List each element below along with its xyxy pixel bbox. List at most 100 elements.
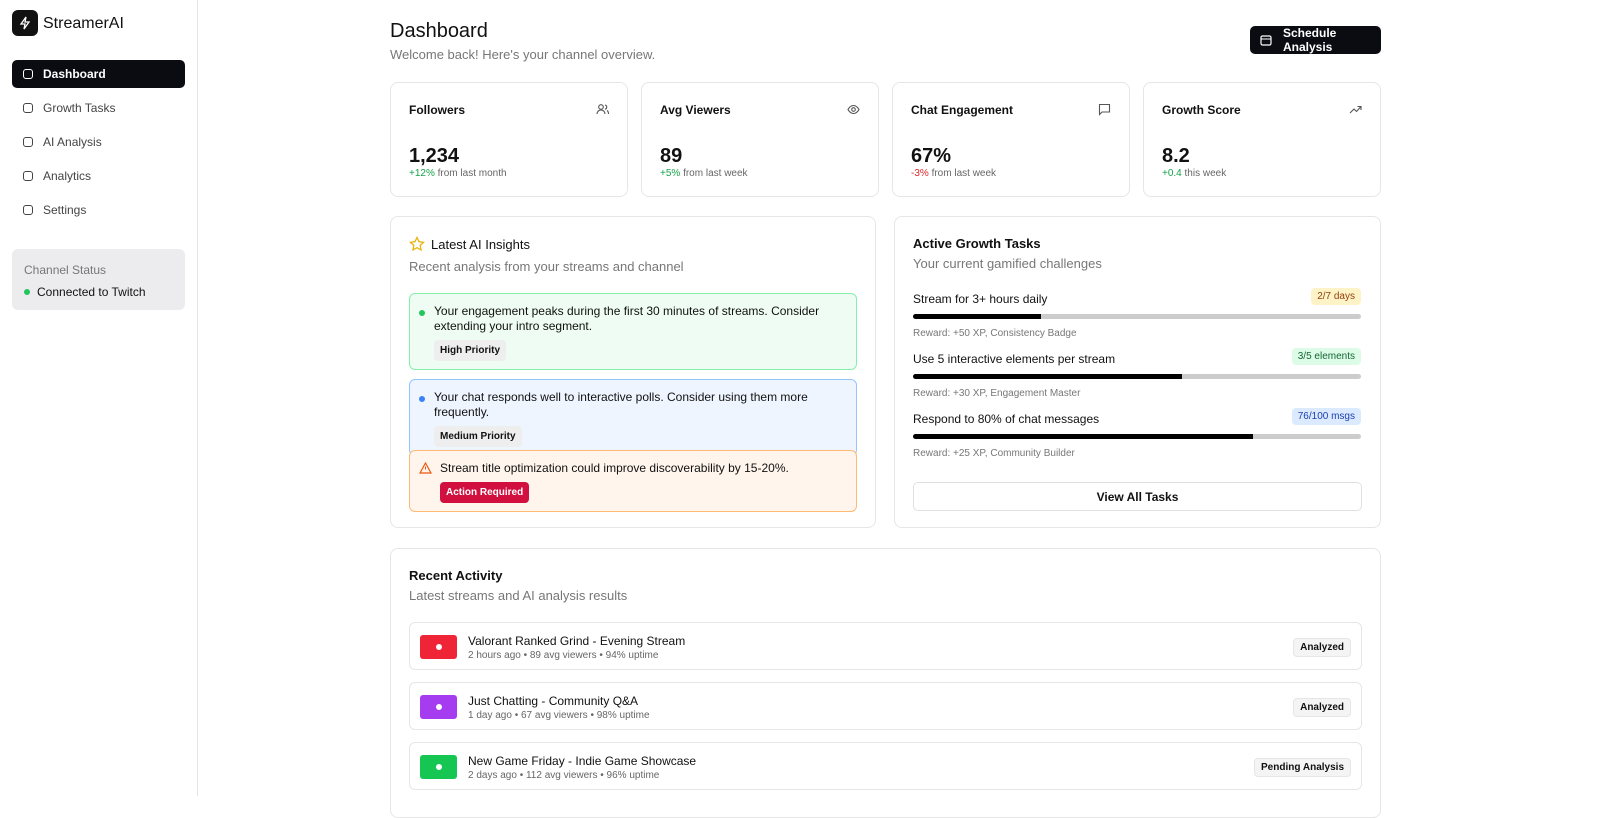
activity-name: New Game Friday - Indie Game Showcase (468, 754, 697, 768)
button-label: Schedule Analysis (1283, 26, 1337, 54)
thumbnail (420, 695, 457, 719)
stat-icon (1098, 103, 1111, 116)
schedule-button[interactable]: Schedule Analysis (1250, 26, 1381, 54)
activity-status: Analyzed (1293, 698, 1351, 717)
insight-dot (419, 310, 425, 316)
nav-item[interactable]: AI Analysis (12, 128, 185, 156)
stat-value: 8.2 (1162, 145, 1190, 167)
stat-icon (1349, 105, 1362, 114)
activity-card: Recent Activity Latest streams and AI an… (390, 548, 1381, 818)
stat-card: Growth Score 8.2 +0.4 this week (1143, 82, 1381, 197)
nav-item[interactable]: Settings (12, 196, 185, 224)
activity-item[interactable]: New Game Friday - Indie Game Showcase 2 d… (409, 742, 1362, 790)
insight-text: Your engagement peaks during the first 3… (434, 304, 820, 333)
stat-label: Growth Score (1162, 103, 1241, 117)
status-title: Channel Status (24, 263, 107, 277)
stat-change: +12% from last month (409, 168, 507, 179)
nav-label: Growth Tasks (43, 101, 116, 115)
sidebar: StreamerAI Channel Status Connected to T… (0, 0, 198, 796)
task-name: Use 5 interactive elements per stream (913, 352, 1116, 366)
nav-label: Dashboard (43, 67, 106, 81)
task-reward: Reward: +30 XP, Engagement Master (913, 388, 1081, 399)
nav-item[interactable]: Dashboard (12, 60, 185, 88)
page-title: Dashboard (390, 20, 488, 42)
status-text: Connected to Twitch (37, 285, 146, 299)
page-subtitle: Welcome back! Here's your channel overvi… (390, 47, 656, 62)
insight: Stream title optimization could improve … (409, 450, 857, 512)
page: StreamerAI Channel Status Connected to T… (0, 0, 1381, 818)
tasks-subtitle: Your current gamified challenges (913, 256, 1102, 271)
activity-name: Just Chatting - Community Q&A (468, 694, 639, 708)
task-reward: Reward: +50 XP, Consistency Badge (913, 328, 1077, 339)
activity-item[interactable]: Just Chatting - Community Q&A 1 day ago •… (409, 682, 1362, 730)
stat-label: Followers (409, 103, 466, 117)
progress-bar (913, 314, 1361, 319)
insight-badge: Action Required (440, 482, 530, 503)
insight-dot (419, 396, 425, 402)
brand: StreamerAI (43, 15, 124, 32)
activity-meta: 2 days ago • 112 avg viewers • 96% uptim… (468, 770, 660, 781)
nav-label: Settings (43, 203, 87, 217)
nav-label: AI Analysis (43, 135, 102, 149)
nav-item[interactable]: Analytics (12, 162, 185, 190)
progress-bar (913, 434, 1361, 439)
progress-fill (913, 314, 1041, 319)
stat-card: Chat Engagement 67% -3% from last week (892, 82, 1130, 197)
task-reward: Reward: +25 XP, Community Builder (913, 448, 1075, 459)
insight: Your engagement peaks during the first 3… (409, 293, 857, 370)
task: Use 5 interactive elements per stream 3/5… (913, 348, 1361, 399)
insights-title: Latest AI Insights (431, 237, 531, 252)
task-badge: 3/5 elements (1291, 348, 1361, 365)
stat-icon (847, 104, 860, 115)
tasks-title: Active Growth Tasks (913, 236, 1041, 251)
task-name: Respond to 80% of chat messages (913, 412, 1100, 426)
activity-meta: 2 hours ago • 89 avg viewers • 94% uptim… (468, 650, 659, 661)
tasks-card: Active Growth Tasks Your current gamifie… (894, 216, 1381, 528)
nav-icon (23, 103, 33, 113)
insight-badge: High Priority (434, 340, 507, 361)
nav-label: Analytics (43, 169, 92, 183)
task-name: Stream for 3+ hours daily (913, 292, 1048, 306)
stat-change: -3% from last week (911, 168, 996, 179)
stat-icon (596, 104, 609, 115)
insight-text: Stream title optimization could improve … (440, 461, 789, 475)
change-period: this week (1184, 168, 1227, 179)
stat-card: Avg Viewers 89 +5% from last week (641, 82, 879, 197)
change-value: -3% (911, 168, 929, 179)
change-period: from last week (683, 168, 748, 179)
stat-label: Chat Engagement (911, 103, 1014, 117)
task-badge: 76/100 msgs (1291, 408, 1361, 425)
stat-card: Followers 1,234 +12% from last month (390, 82, 628, 197)
activity-status: Analyzed (1293, 638, 1351, 657)
change-value: +0.4 (1162, 168, 1182, 179)
stat-label: Avg Viewers (660, 103, 731, 117)
insight-badge: Medium Priority (434, 426, 522, 447)
insights-card: Latest AI Insights Recent analysis from … (390, 216, 876, 528)
channel-status: Channel Status Connected to Twitch (12, 249, 185, 310)
insight: Your chat responds well to interactive p… (409, 379, 857, 456)
activity-name: Valorant Ranked Grind - Evening Stream (468, 634, 686, 648)
stat-change: +0.4 this week (1162, 168, 1226, 179)
progress-bar (913, 374, 1361, 379)
view-all-button[interactable]: View All Tasks (913, 482, 1362, 511)
task-badge: 2/7 days (1311, 288, 1361, 305)
nav-icon (23, 171, 33, 181)
nav-icon (23, 137, 33, 147)
nav-icon (23, 69, 33, 79)
nav-icon (23, 205, 33, 215)
warning-icon (419, 462, 432, 474)
progress-fill (913, 434, 1254, 439)
change-value: +5% (660, 168, 681, 179)
insights-subtitle: Recent analysis from your streams and ch… (409, 259, 684, 274)
nav-item[interactable]: Growth Tasks (12, 94, 185, 122)
change-value: +12% (409, 168, 435, 179)
activity-subtitle: Latest streams and AI analysis results (409, 588, 628, 603)
activity-meta: 1 day ago • 67 avg viewers • 98% uptime (468, 710, 650, 721)
activity-item[interactable]: Valorant Ranked Grind - Evening Stream 2 … (409, 622, 1362, 670)
task: Stream for 3+ hours daily 2/7 days Reward:… (913, 288, 1361, 339)
task: Respond to 80% of chat messages 76/100 ms… (913, 408, 1361, 459)
thumbnail (420, 755, 457, 779)
stat-value: 1,234 (409, 145, 460, 167)
change-period: from last month (437, 168, 507, 179)
activity-title: Recent Activity (409, 568, 503, 583)
